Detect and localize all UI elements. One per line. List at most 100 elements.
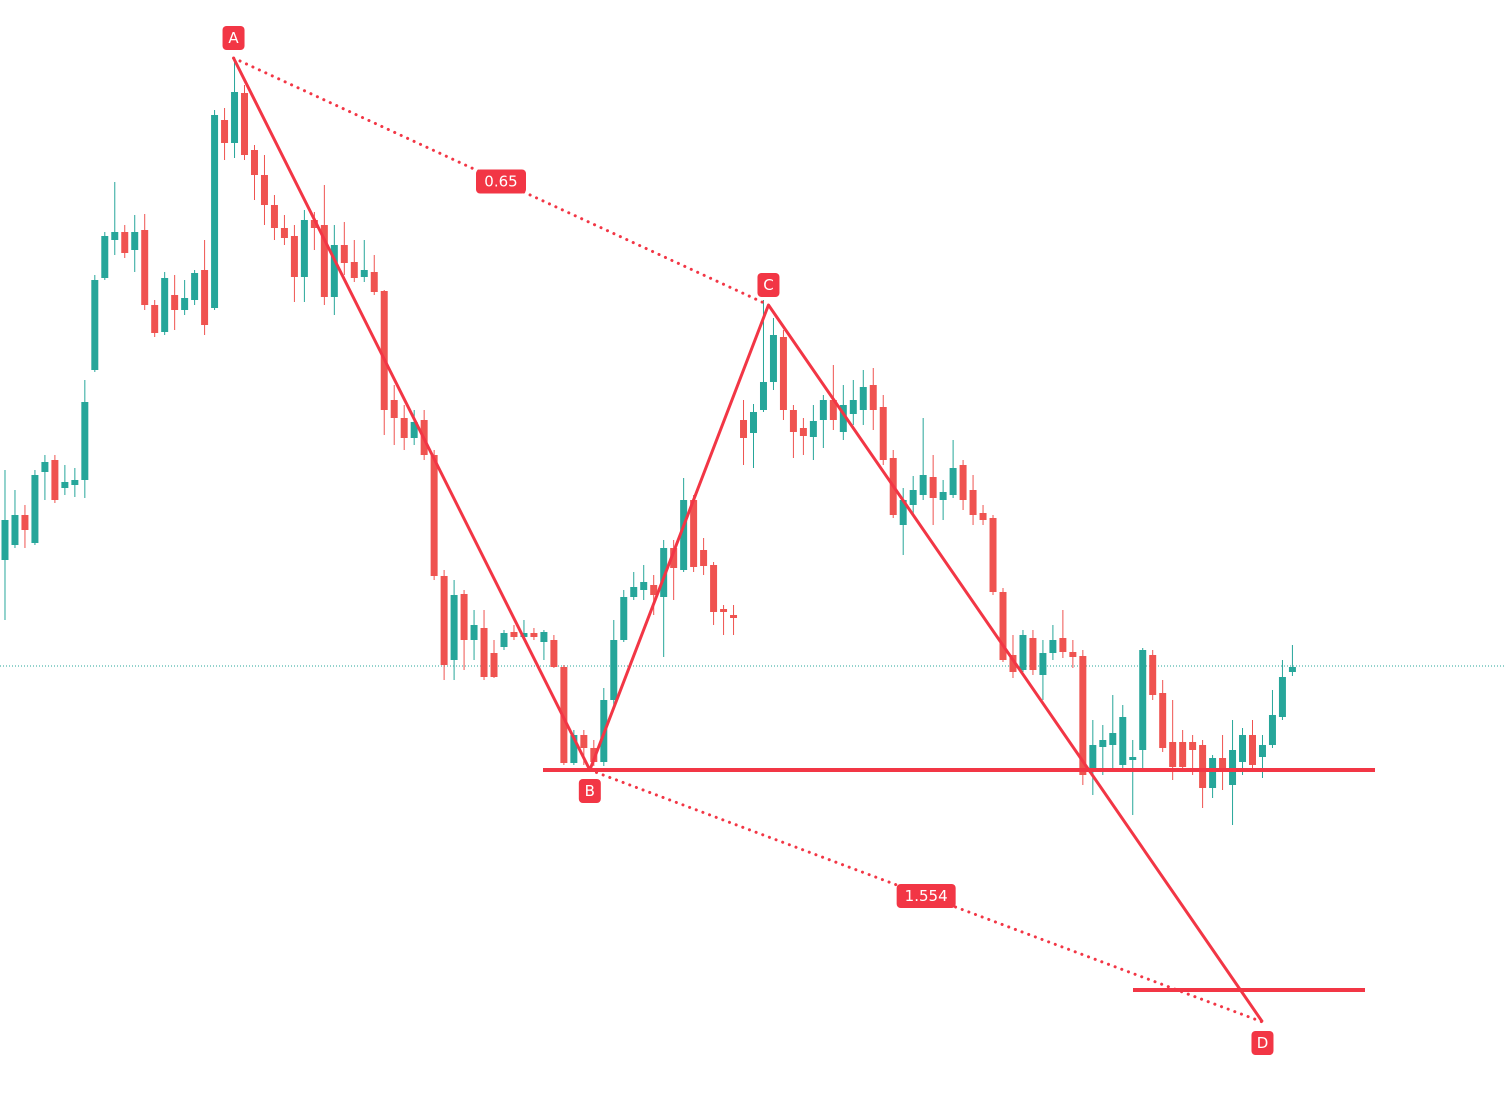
candle-body [1179, 742, 1187, 767]
candle-body [819, 400, 827, 420]
candle-body [570, 735, 578, 763]
candle-body [660, 548, 668, 597]
candle-body [1019, 635, 1027, 670]
point-label: D [1251, 1031, 1274, 1055]
candle-body [710, 565, 718, 612]
candle-body [21, 515, 29, 530]
point-text: D [1257, 1034, 1269, 1052]
candle-body [101, 236, 109, 278]
candle-body [41, 462, 49, 472]
candle-body [1039, 653, 1047, 675]
candle-body [201, 270, 209, 325]
candle-body [310, 220, 318, 228]
point-text: A [228, 29, 239, 47]
point-label: B [578, 779, 601, 803]
candle-body [670, 548, 678, 568]
candle-body [999, 592, 1007, 660]
candle-body [480, 628, 488, 677]
candle-body [1219, 758, 1227, 768]
candle-body [1, 520, 9, 560]
candle-body [869, 385, 877, 410]
candle-body [1268, 715, 1276, 745]
candle-body [151, 305, 159, 333]
ratio-line [232, 56, 770, 307]
point-label: A [222, 26, 245, 50]
candle-body [839, 405, 847, 432]
candle-body [211, 115, 219, 308]
candle-body [460, 594, 468, 640]
candle-body [241, 93, 249, 155]
candle-body [470, 625, 478, 640]
candle-body [500, 633, 508, 647]
candle-body [1159, 693, 1167, 748]
candle-body [680, 500, 688, 570]
candle-body [779, 337, 787, 410]
candle-body [280, 228, 288, 238]
candle-body [969, 490, 977, 515]
candle-body [700, 550, 708, 566]
candle-body [300, 220, 308, 277]
ratio-label: 1.554 [896, 884, 956, 908]
candle-body [141, 230, 149, 305]
candle-body [789, 410, 797, 432]
candle-body [949, 468, 957, 495]
point-box [222, 26, 245, 50]
candle-body [929, 477, 937, 498]
candle-body [899, 500, 907, 525]
candle-body [71, 480, 79, 485]
candle-body [1239, 735, 1247, 762]
ratio-label: 0.65 [476, 169, 527, 194]
candle-body [989, 518, 997, 592]
ratio-text: 1.554 [905, 887, 948, 905]
candle-body [1049, 640, 1057, 653]
candle-body [1149, 655, 1157, 695]
candle-body [81, 402, 89, 480]
candle-body [410, 422, 418, 438]
candle-body [750, 412, 757, 433]
candle-body [1258, 745, 1266, 757]
candle-body [231, 92, 239, 143]
candle-body [121, 232, 129, 253]
candle-body [91, 280, 99, 370]
candle-body [730, 615, 738, 618]
candle-body [740, 420, 748, 438]
ratio-box [896, 884, 956, 908]
candle-body [690, 500, 698, 567]
candle-body [1139, 650, 1147, 750]
candle-body [1029, 638, 1037, 670]
candle-body [979, 513, 987, 520]
candle-body [590, 748, 598, 762]
candle-body [1199, 745, 1207, 788]
candle-body [380, 291, 388, 410]
candle-body [530, 633, 538, 637]
candle-body [809, 421, 817, 437]
point-box [578, 779, 601, 803]
candle-body [270, 205, 278, 228]
candle-body [759, 382, 767, 410]
candle-body [939, 492, 947, 500]
candle-body [620, 597, 628, 640]
candle-body [260, 175, 268, 205]
candle-body [829, 400, 837, 420]
candle-body [31, 475, 39, 543]
ratio-box [476, 169, 527, 194]
candle-body [1169, 742, 1177, 767]
point-label: C [757, 273, 780, 297]
candle-body [250, 150, 258, 175]
candle-body [51, 460, 59, 500]
ratio-line [588, 768, 1264, 1024]
candle-body [520, 633, 528, 637]
candle-body [1278, 677, 1286, 717]
candle-body [799, 428, 807, 436]
candle-body [1249, 735, 1256, 765]
candle-body [370, 272, 378, 292]
candle-body [330, 245, 338, 297]
candle-body [191, 273, 199, 300]
candle-body [610, 640, 618, 700]
candle-body [390, 400, 398, 418]
candle-body [640, 582, 648, 590]
candle-body [450, 595, 458, 660]
candle-body [859, 387, 867, 410]
